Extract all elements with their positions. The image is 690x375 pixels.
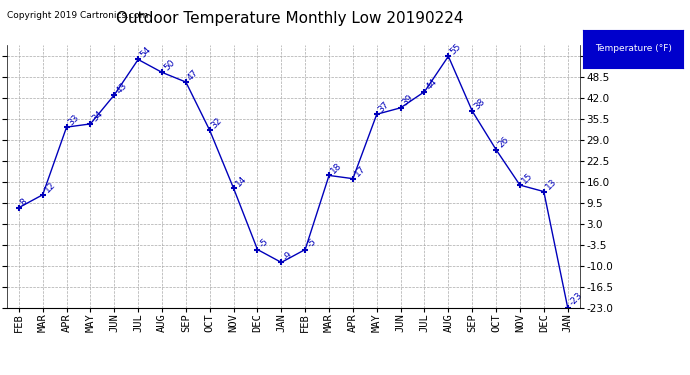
Text: 33: 33 [66, 112, 81, 127]
Text: Outdoor Temperature Monthly Low 20190224: Outdoor Temperature Monthly Low 20190224 [116, 11, 464, 26]
Text: 43: 43 [115, 81, 129, 95]
Text: 8: 8 [19, 197, 29, 208]
Text: -5: -5 [257, 237, 270, 249]
Text: 54: 54 [138, 45, 152, 60]
Text: Temperature (°F): Temperature (°F) [595, 44, 671, 53]
Text: 18: 18 [329, 161, 344, 176]
Text: 34: 34 [90, 110, 105, 124]
Text: 38: 38 [472, 96, 486, 111]
Text: -23: -23 [568, 291, 584, 308]
Text: 39: 39 [401, 93, 415, 108]
Text: 37: 37 [377, 100, 391, 114]
Text: 17: 17 [353, 164, 367, 178]
Text: 50: 50 [162, 58, 177, 72]
Text: 47: 47 [186, 68, 200, 82]
Text: 14: 14 [234, 174, 248, 188]
Text: 55: 55 [448, 42, 463, 56]
Text: Copyright 2019 Cartronics.com: Copyright 2019 Cartronics.com [7, 11, 148, 20]
Text: 26: 26 [496, 135, 511, 150]
Text: 12: 12 [43, 180, 57, 195]
Text: -5: -5 [305, 237, 318, 249]
Text: -9: -9 [282, 250, 294, 262]
Text: 13: 13 [544, 177, 558, 192]
Text: 32: 32 [210, 116, 224, 130]
Text: 15: 15 [520, 171, 535, 185]
Text: 44: 44 [424, 77, 439, 92]
